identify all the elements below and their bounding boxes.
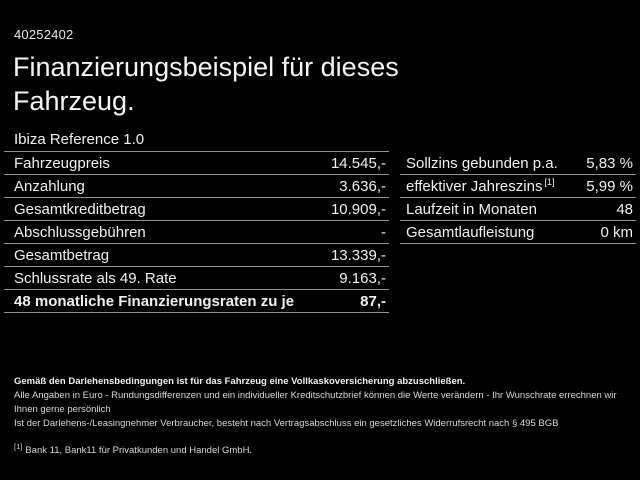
- table-row-gesamtkreditbetrag: Gesamtkreditbetrag 10.909,-: [4, 198, 389, 221]
- row-value: 5,99 %: [586, 177, 633, 195]
- row-label: Gesamtlaufleistung: [406, 223, 535, 241]
- footnote-text: Bank 11, Bank11 für Privatkunden und Han…: [25, 445, 253, 457]
- row-value: 3.636,-: [339, 177, 386, 195]
- row-label: Anzahlung: [14, 177, 85, 195]
- row-value: 13.339,-: [330, 246, 386, 264]
- table-row-gesamtlaufleistung: Gesamtlaufleistung 0 km: [400, 221, 636, 244]
- table-row-effektiver-jahreszins: effektiver Jahreszins [1] 5,99 %: [400, 175, 636, 198]
- conditions-table: Sollzins gebunden p.a. 5,83 % effektiver…: [400, 152, 636, 244]
- table-row-abschlussgebuehren: Abschlussgebühren -: [4, 221, 389, 244]
- row-value: 5,83 %: [586, 154, 633, 172]
- footnote-marker: [1]: [544, 176, 555, 187]
- row-value: -: [381, 223, 386, 241]
- insurance-note: Gemäß den Darlehensbedingungen ist für d…: [14, 376, 466, 387]
- row-label: 48 monatliche Finanzierungsraten zu je: [14, 292, 295, 310]
- row-label: Gesamtkreditbetrag: [14, 200, 146, 218]
- row-label: effektiver Jahreszins [1]: [406, 176, 555, 195]
- legal-footer: Gemäß den Darlehensbedingungen ist für d…: [14, 375, 630, 458]
- table-row-monatsrate: 48 monatliche Finanzierungsraten zu je 8…: [4, 290, 389, 313]
- table-row-fahrzeugpreis: Fahrzeugpreis 14.545,-: [4, 152, 389, 175]
- table-row-schlussrate: Schlussrate als 49. Rate 9.163,-: [4, 267, 389, 290]
- row-label: Laufzeit in Monaten: [406, 200, 537, 218]
- table-row-laufzeit: Laufzeit in Monaten 48: [400, 198, 636, 221]
- row-value: 9.163,-: [339, 269, 386, 287]
- vehicle-id-number: 40252402: [14, 27, 74, 42]
- disclaimer-line: Alle Angaben in Euro - Rundungsdifferenz…: [14, 390, 617, 415]
- row-label: Fahrzeugpreis: [14, 154, 110, 172]
- row-value: 0 km: [600, 223, 633, 241]
- financing-table: Fahrzeugpreis 14.545,- Anzahlung 3.636,-…: [4, 151, 389, 313]
- table-row-anzahlung: Anzahlung 3.636,-: [4, 175, 389, 198]
- row-label: Schlussrate als 49. Rate: [14, 269, 177, 287]
- row-label: Gesamtbetrag: [14, 246, 110, 264]
- page-title: Finanzierungsbeispiel für dieses Fahrzeu…: [13, 52, 399, 116]
- footnote-marker: [1]: [14, 442, 23, 451]
- row-value: 48: [616, 200, 633, 218]
- row-value: 10.909,-: [330, 200, 386, 218]
- bank-footnote: [1] Bank 11, Bank11 für Privatkunden und …: [14, 440, 630, 458]
- table-row-sollzins: Sollzins gebunden p.a. 5,83 %: [400, 152, 636, 175]
- withdrawal-right-line: Ist der Darlehens-/Leasingnehmer Verbrau…: [14, 418, 559, 429]
- vehicle-model-name: Ibiza Reference 1.0: [14, 131, 145, 148]
- row-label: Abschlussgebühren: [14, 223, 146, 241]
- row-value: 87,-: [360, 292, 386, 310]
- row-label: Sollzins gebunden p.a.: [406, 154, 558, 172]
- row-value: 14.545,-: [330, 154, 386, 172]
- table-row-gesamtbetrag: Gesamtbetrag 13.339,-: [4, 244, 389, 267]
